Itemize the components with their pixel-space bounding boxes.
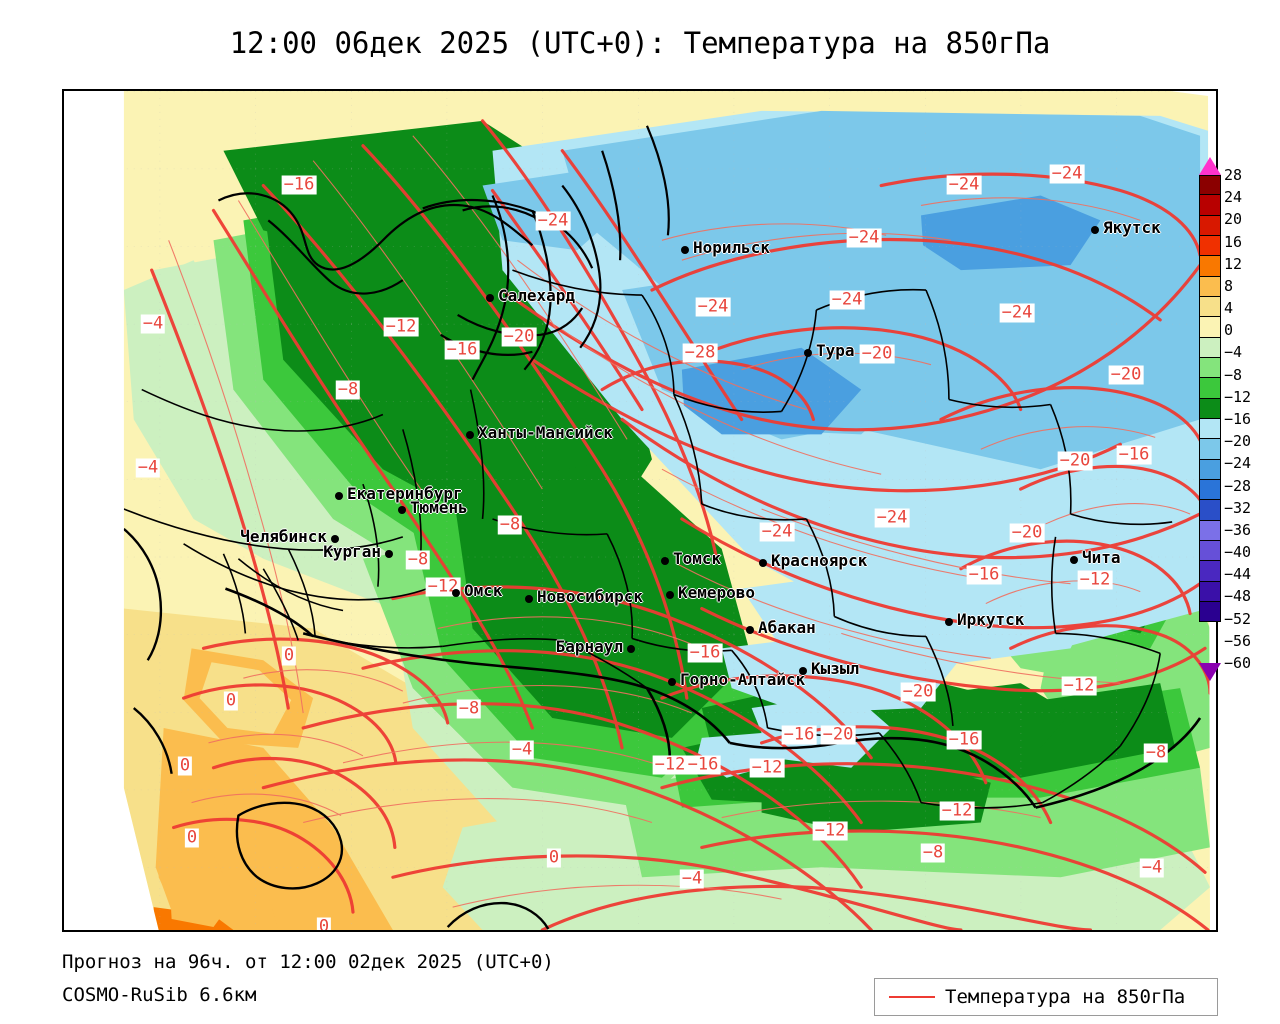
colorbar-tick--28: −28 [1224,476,1252,495]
colorbar-tick--8: −8 [1224,365,1243,384]
colorbar-tick-labels: 28 24 20 16 12 8 4 0 −4 −8 −12 −16 −20 −24 −28 −32 −36 −4… [1224,166,1280,671]
colorbar-band--28 [1199,459,1221,480]
forecast-info: Прогноз на 96ч. от 12:00 02дек 2025 (UTC… [62,951,554,973]
colorbar-tick-8: 8 [1224,276,1234,295]
colorbar-tick--52: −52 [1224,609,1252,628]
colorbar-tick--20: −20 [1224,432,1252,451]
colorbar-tick-4: 4 [1224,299,1234,318]
colorbar-band-0 [1199,317,1221,338]
colorbar-band--36 [1199,500,1221,521]
weather-map: −16 −4 −12 −20 −16 −24 −24 −24 −24 −24 −24 −24 −28 −2… [62,89,1218,932]
legend-line-swatch [889,996,935,998]
colorbar-band-24 [1199,195,1221,216]
colorbar-tick-24: 24 [1224,188,1243,207]
colorbar-tick--32: −32 [1224,498,1252,517]
colorbar-band--16 [1199,398,1221,419]
colorbar-band-20 [1199,215,1221,236]
colorbar-tick--40: −40 [1224,543,1252,562]
colorbar-band--24 [1199,439,1221,460]
colorbar-band--44 [1199,540,1221,562]
colorbar-tick-20: 20 [1224,210,1243,229]
colorbar-band--4 [1199,337,1221,358]
legend-box: Температура на 850гПа [874,978,1218,1016]
colorbar-band--48 [1199,561,1221,582]
colorbar-band-4 [1199,296,1221,318]
colorbar-tick--60: −60 [1224,654,1252,672]
page-title: 12:00 06дек 2025 (UTC+0): Температура на… [229,26,1051,60]
map-canvas [64,91,1216,930]
colorbar-tick--12: −12 [1224,387,1252,406]
colorbar-band--12 [1199,378,1221,399]
colorbar-band--52 [1199,581,1221,602]
model-info: COSMO-RuSib 6.6км [62,984,257,1006]
colorbar-tick--48: −48 [1224,587,1252,606]
colorbar-tick--56: −56 [1224,631,1252,650]
colorbar-tick-28: 28 [1224,166,1243,184]
colorbar-band--8 [1199,357,1221,379]
colorbar-band--40 [1199,520,1221,541]
colorbar [1199,175,1221,663]
colorbar-band-12 [1199,256,1221,277]
colorbar-band-16 [1199,235,1221,257]
legend-label: Температура на 850гПа [945,986,1186,1008]
colorbar-tick--24: −24 [1224,454,1252,473]
colorbar-tick--16: −16 [1224,410,1252,428]
colorbar-tick-12: 12 [1224,254,1243,273]
colorbar-tick--4: −4 [1224,343,1243,362]
colorbar-over-arrow [1199,157,1221,175]
colorbar-band-28 [1199,175,1221,196]
colorbar-tick-0: 0 [1224,321,1234,340]
colorbar-tick-16: 16 [1224,232,1243,251]
colorbar-band--32 [1199,479,1221,501]
colorbar-band--20 [1199,418,1221,440]
colorbar-band-8 [1199,276,1221,297]
colorbar-band--56 [1199,601,1221,623]
colorbar-tick--36: −36 [1224,520,1252,539]
colorbar-under-arrow [1199,663,1221,681]
colorbar-tick--44: −44 [1224,565,1252,584]
